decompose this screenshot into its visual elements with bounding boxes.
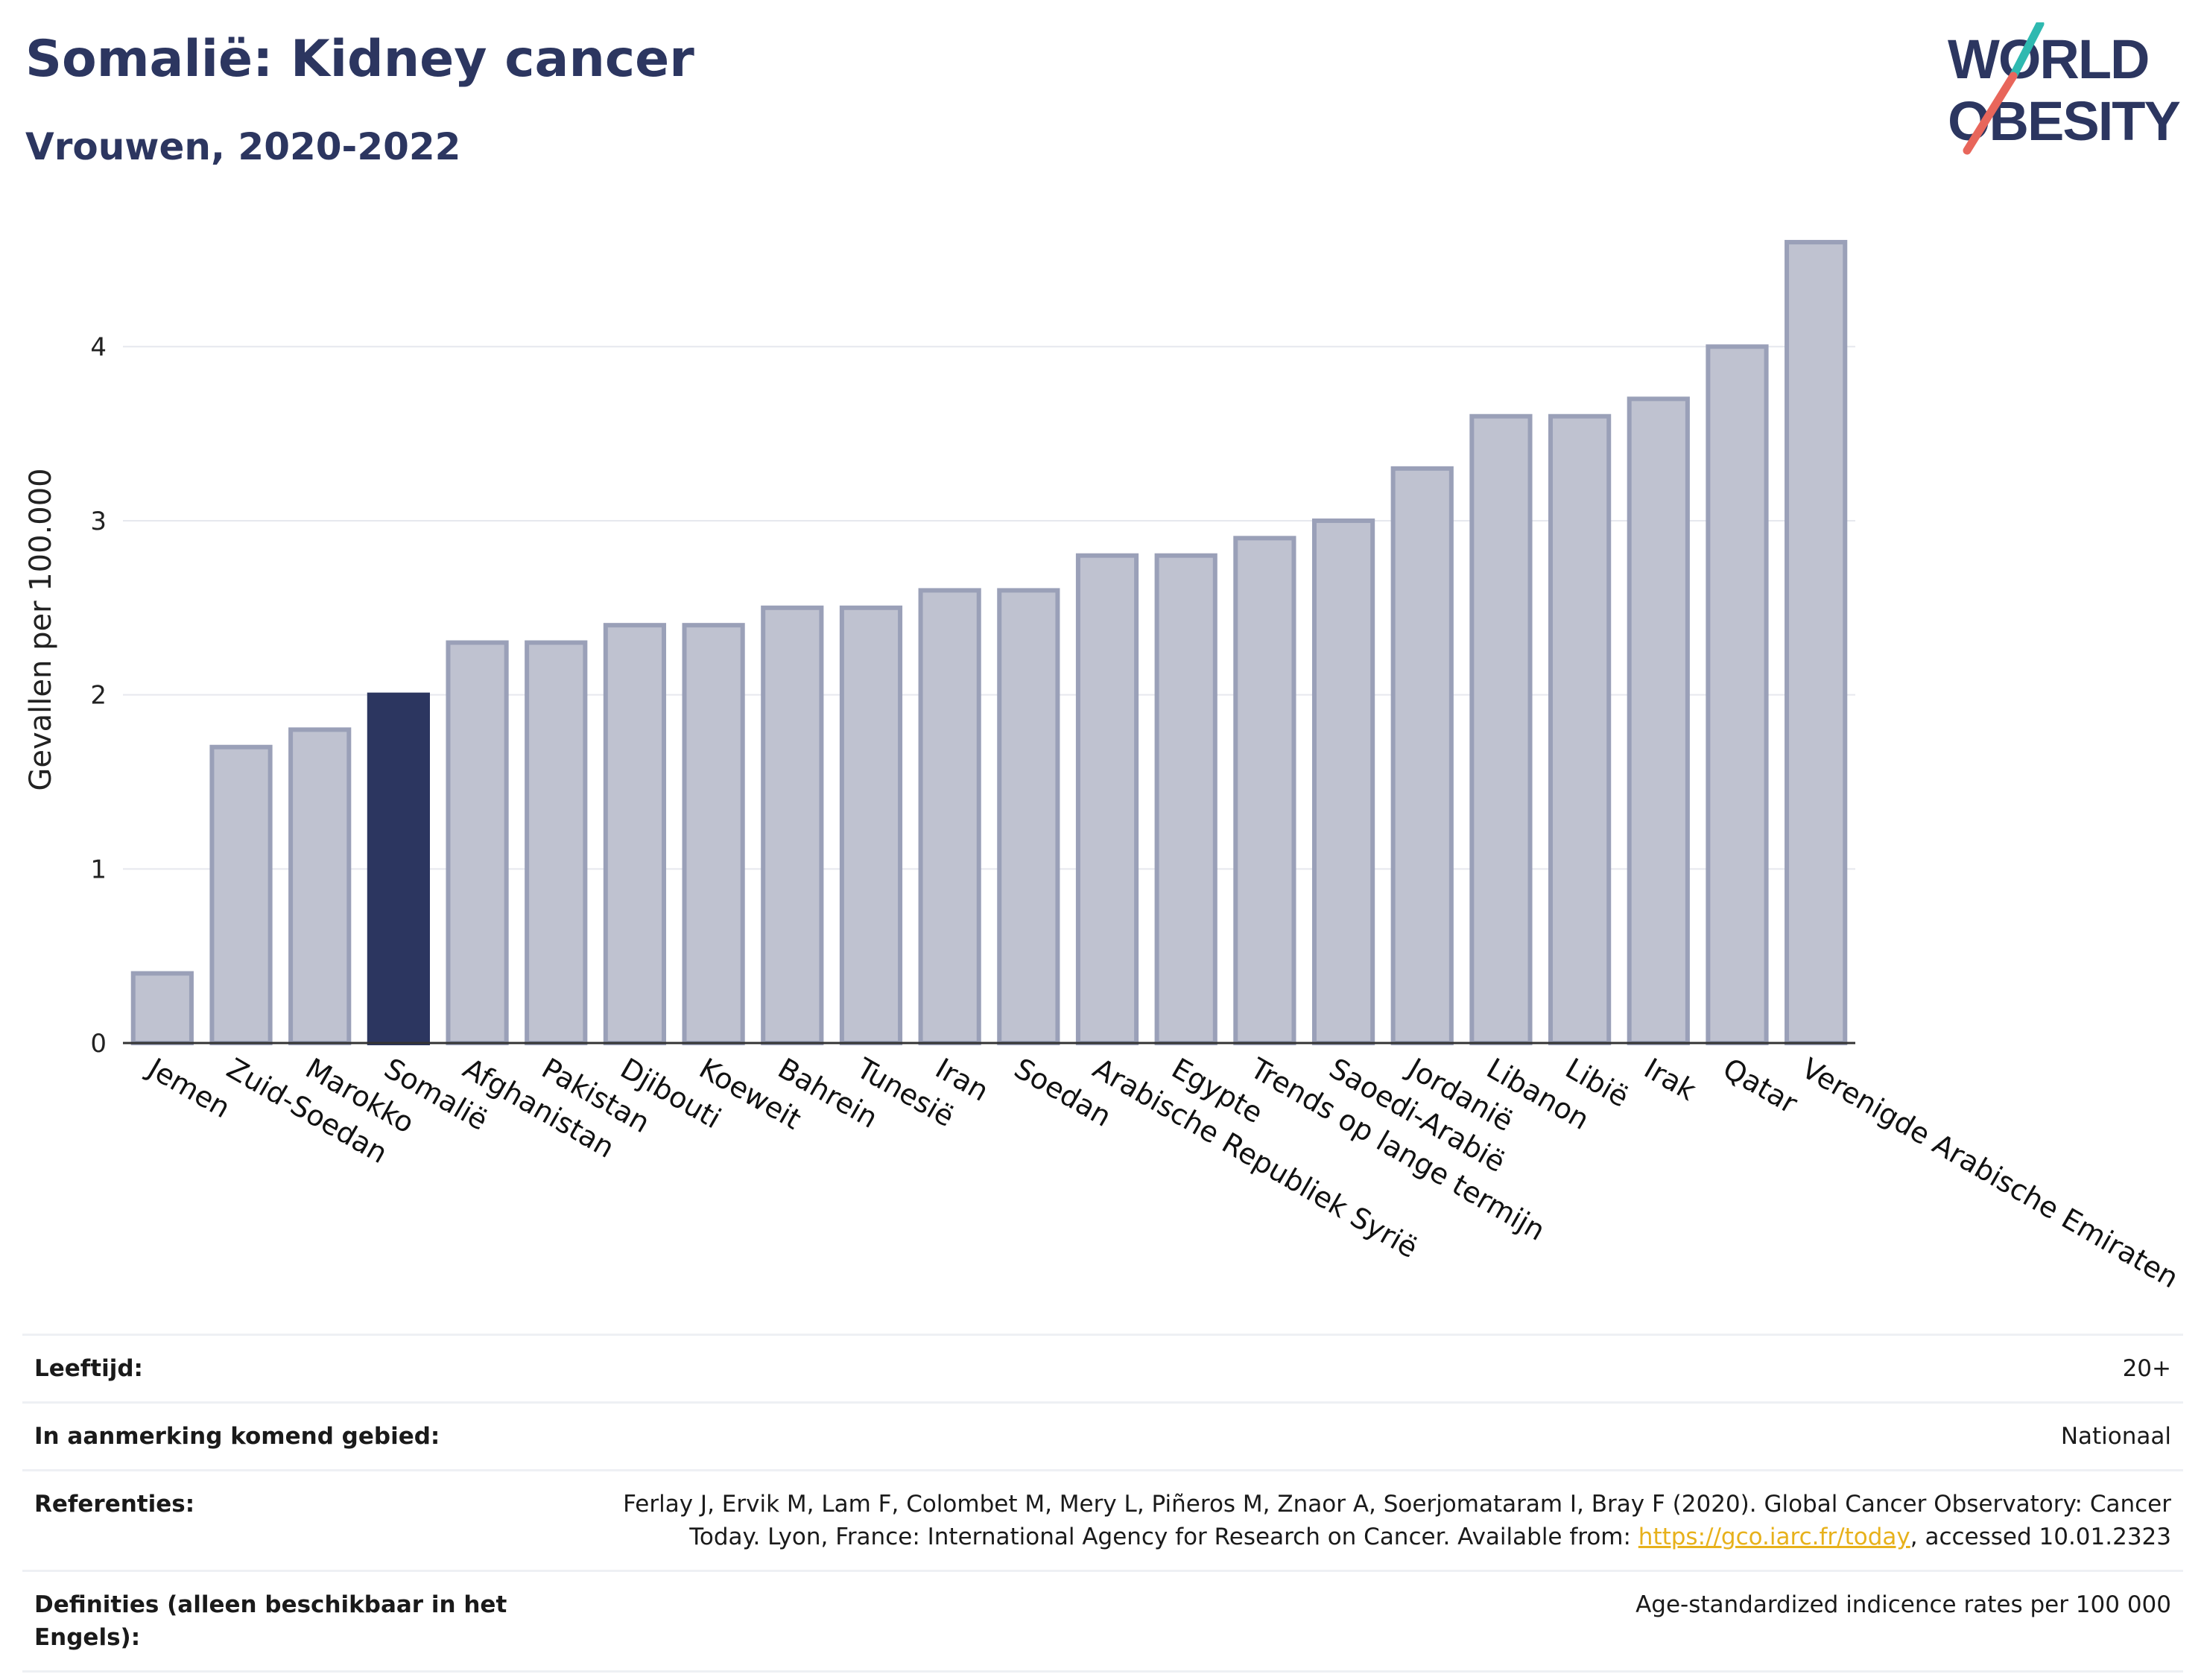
info-row-definitions: Definities (alleen beschikbaar in het En…	[22, 1570, 2183, 1673]
bar	[997, 588, 1060, 1045]
bar	[1548, 413, 1612, 1045]
bar	[1154, 553, 1217, 1045]
y-axis-label: Gevallen per 100.000	[24, 468, 58, 790]
bar	[1785, 240, 1848, 1046]
y-tick-label: 1	[90, 855, 107, 884]
bar	[130, 971, 194, 1046]
bar	[682, 623, 745, 1045]
bar	[918, 588, 981, 1045]
logo-slash-bottom	[1963, 72, 2018, 155]
x-tick-label: Qatar	[1717, 1052, 1803, 1120]
references-label: Referenties:	[34, 1491, 195, 1518]
info-row-references: Referenties: Ferlay J, Ervik M, Lam F, C…	[22, 1469, 2183, 1570]
x-tick-label: Verenigde Arabische Emiraten	[1796, 1052, 2184, 1295]
bar	[1233, 536, 1296, 1045]
age-label: Leeftijd:	[34, 1355, 143, 1382]
references-suffix: , accessed 10.01.2323	[1910, 1524, 2171, 1550]
bar	[603, 623, 667, 1045]
age-value: 20+	[2122, 1355, 2171, 1382]
references-value: Ferlay J, Ervik M, Lam F, Colombet M, Me…	[569, 1488, 2171, 1553]
references-text: Ferlay J, Ervik M, Lam F, Colombet M, Me…	[623, 1491, 2171, 1550]
page-subtitle: Vrouwen, 2020-2022	[25, 125, 461, 168]
bar	[1390, 466, 1454, 1045]
y-tick-label: 2	[90, 681, 107, 711]
bar	[1469, 413, 1533, 1045]
bar	[1706, 344, 1769, 1045]
x-tick-label: Jemen	[142, 1051, 236, 1125]
bar	[367, 692, 430, 1045]
world-obesity-logo: WORLD OBESITY	[1948, 22, 2182, 155]
bar	[446, 640, 509, 1045]
bar	[525, 640, 588, 1045]
references-link[interactable]: https://gco.iarc.fr/today	[1638, 1524, 1910, 1550]
definitions-value: Age-standardized indicence rates per 100…	[1635, 1591, 2171, 1618]
y-tick-label: 4	[90, 332, 107, 362]
bar	[209, 744, 273, 1045]
info-table: Leeftijd: 20+ In aanmerking komend gebie…	[22, 1334, 2183, 1673]
area-label: In aanmerking komend gebied:	[34, 1423, 440, 1450]
definitions-label: Definities (alleen beschikbaar in het En…	[34, 1591, 507, 1651]
bar	[1075, 553, 1139, 1045]
bar	[761, 605, 824, 1045]
bar	[839, 605, 903, 1045]
info-row-age: Leeftijd: 20+	[22, 1334, 2183, 1401]
bar	[1311, 518, 1375, 1045]
info-row-area: In aanmerking komend gebied: Nationaal	[22, 1401, 2183, 1469]
area-value: Nationaal	[2060, 1423, 2171, 1450]
y-tick-label: 0	[90, 1029, 107, 1059]
page-title: Somalië: Kidney cancer	[25, 30, 694, 89]
y-tick-label: 3	[90, 507, 107, 536]
logo-slash-top	[2009, 22, 2045, 80]
bar	[288, 727, 352, 1045]
x-tick-label: Irak	[1638, 1052, 1701, 1107]
bar	[1627, 396, 1690, 1045]
logo-line1: WORLD	[1948, 28, 2149, 90]
